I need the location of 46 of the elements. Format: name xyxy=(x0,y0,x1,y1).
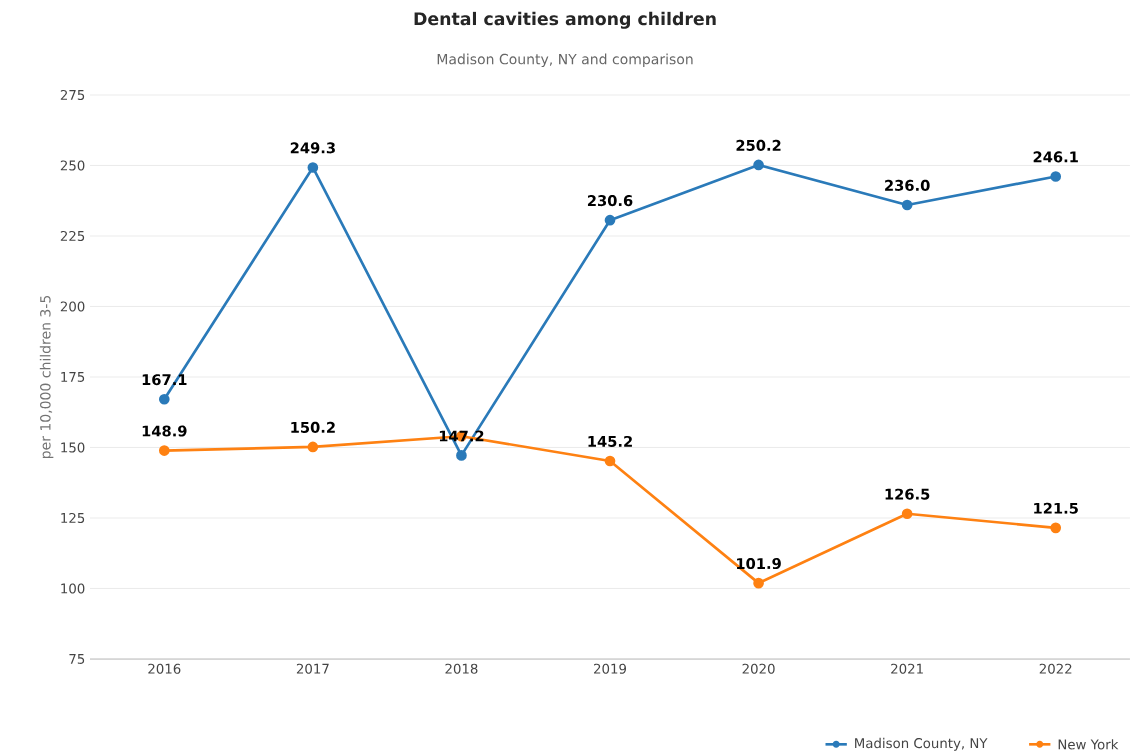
data-label: 236.0 xyxy=(885,179,930,191)
data-label: 230.6 xyxy=(587,195,633,207)
point xyxy=(307,162,319,173)
y-tick-label: 150 xyxy=(61,442,85,453)
point xyxy=(604,214,616,226)
data-label: 147.2 xyxy=(439,430,484,442)
x-tick-label: 2021 xyxy=(891,663,923,674)
x-tick-label: 2017 xyxy=(296,663,329,674)
data-label: 121.5 xyxy=(1034,502,1078,514)
y-tick-label: 250 xyxy=(60,160,85,171)
data-label: 148.9 xyxy=(142,425,187,437)
x-tick-label: 2020 xyxy=(742,663,775,674)
legend-label: Madison County, NY xyxy=(855,737,988,751)
x-tick-label: 2016 xyxy=(148,663,181,674)
point xyxy=(307,441,319,453)
y-tick-label: 75 xyxy=(69,654,85,664)
point xyxy=(753,159,764,171)
legend-label: New York xyxy=(1058,739,1119,750)
point xyxy=(753,577,764,589)
point xyxy=(901,508,913,520)
point xyxy=(158,445,170,456)
x-tick-label: 2022 xyxy=(1039,663,1072,674)
y-tick-label: 175 xyxy=(61,372,85,382)
y-tick-label: 275 xyxy=(60,89,85,101)
point xyxy=(1050,171,1062,182)
y-tick-label: 125 xyxy=(61,512,85,524)
data-label: 250.2 xyxy=(736,139,781,151)
y-tick-label: 225 xyxy=(60,230,85,242)
point xyxy=(901,199,913,211)
point xyxy=(1050,522,1062,534)
data-label: 145.2 xyxy=(588,435,632,447)
point xyxy=(158,393,170,405)
chart-subtitle: Madison County, NY and comparison xyxy=(437,53,693,68)
chart-title: Dental cavities among children xyxy=(414,11,716,29)
x-tick-label: 2019 xyxy=(594,663,627,674)
data-label: 126.5 xyxy=(885,488,930,500)
data-label: 246.1 xyxy=(1033,151,1078,163)
point xyxy=(456,450,467,461)
data-label: 249.3 xyxy=(290,142,335,154)
data-label: 101.9 xyxy=(737,558,781,570)
y-tick-label: 200 xyxy=(60,301,85,312)
x-tick-label: 2018 xyxy=(445,663,478,674)
y-axis-title: per 10,000 children 3-5 xyxy=(39,295,54,459)
point xyxy=(604,455,616,467)
y-tick-label: 100 xyxy=(61,583,85,594)
data-label: 150.2 xyxy=(291,421,335,433)
